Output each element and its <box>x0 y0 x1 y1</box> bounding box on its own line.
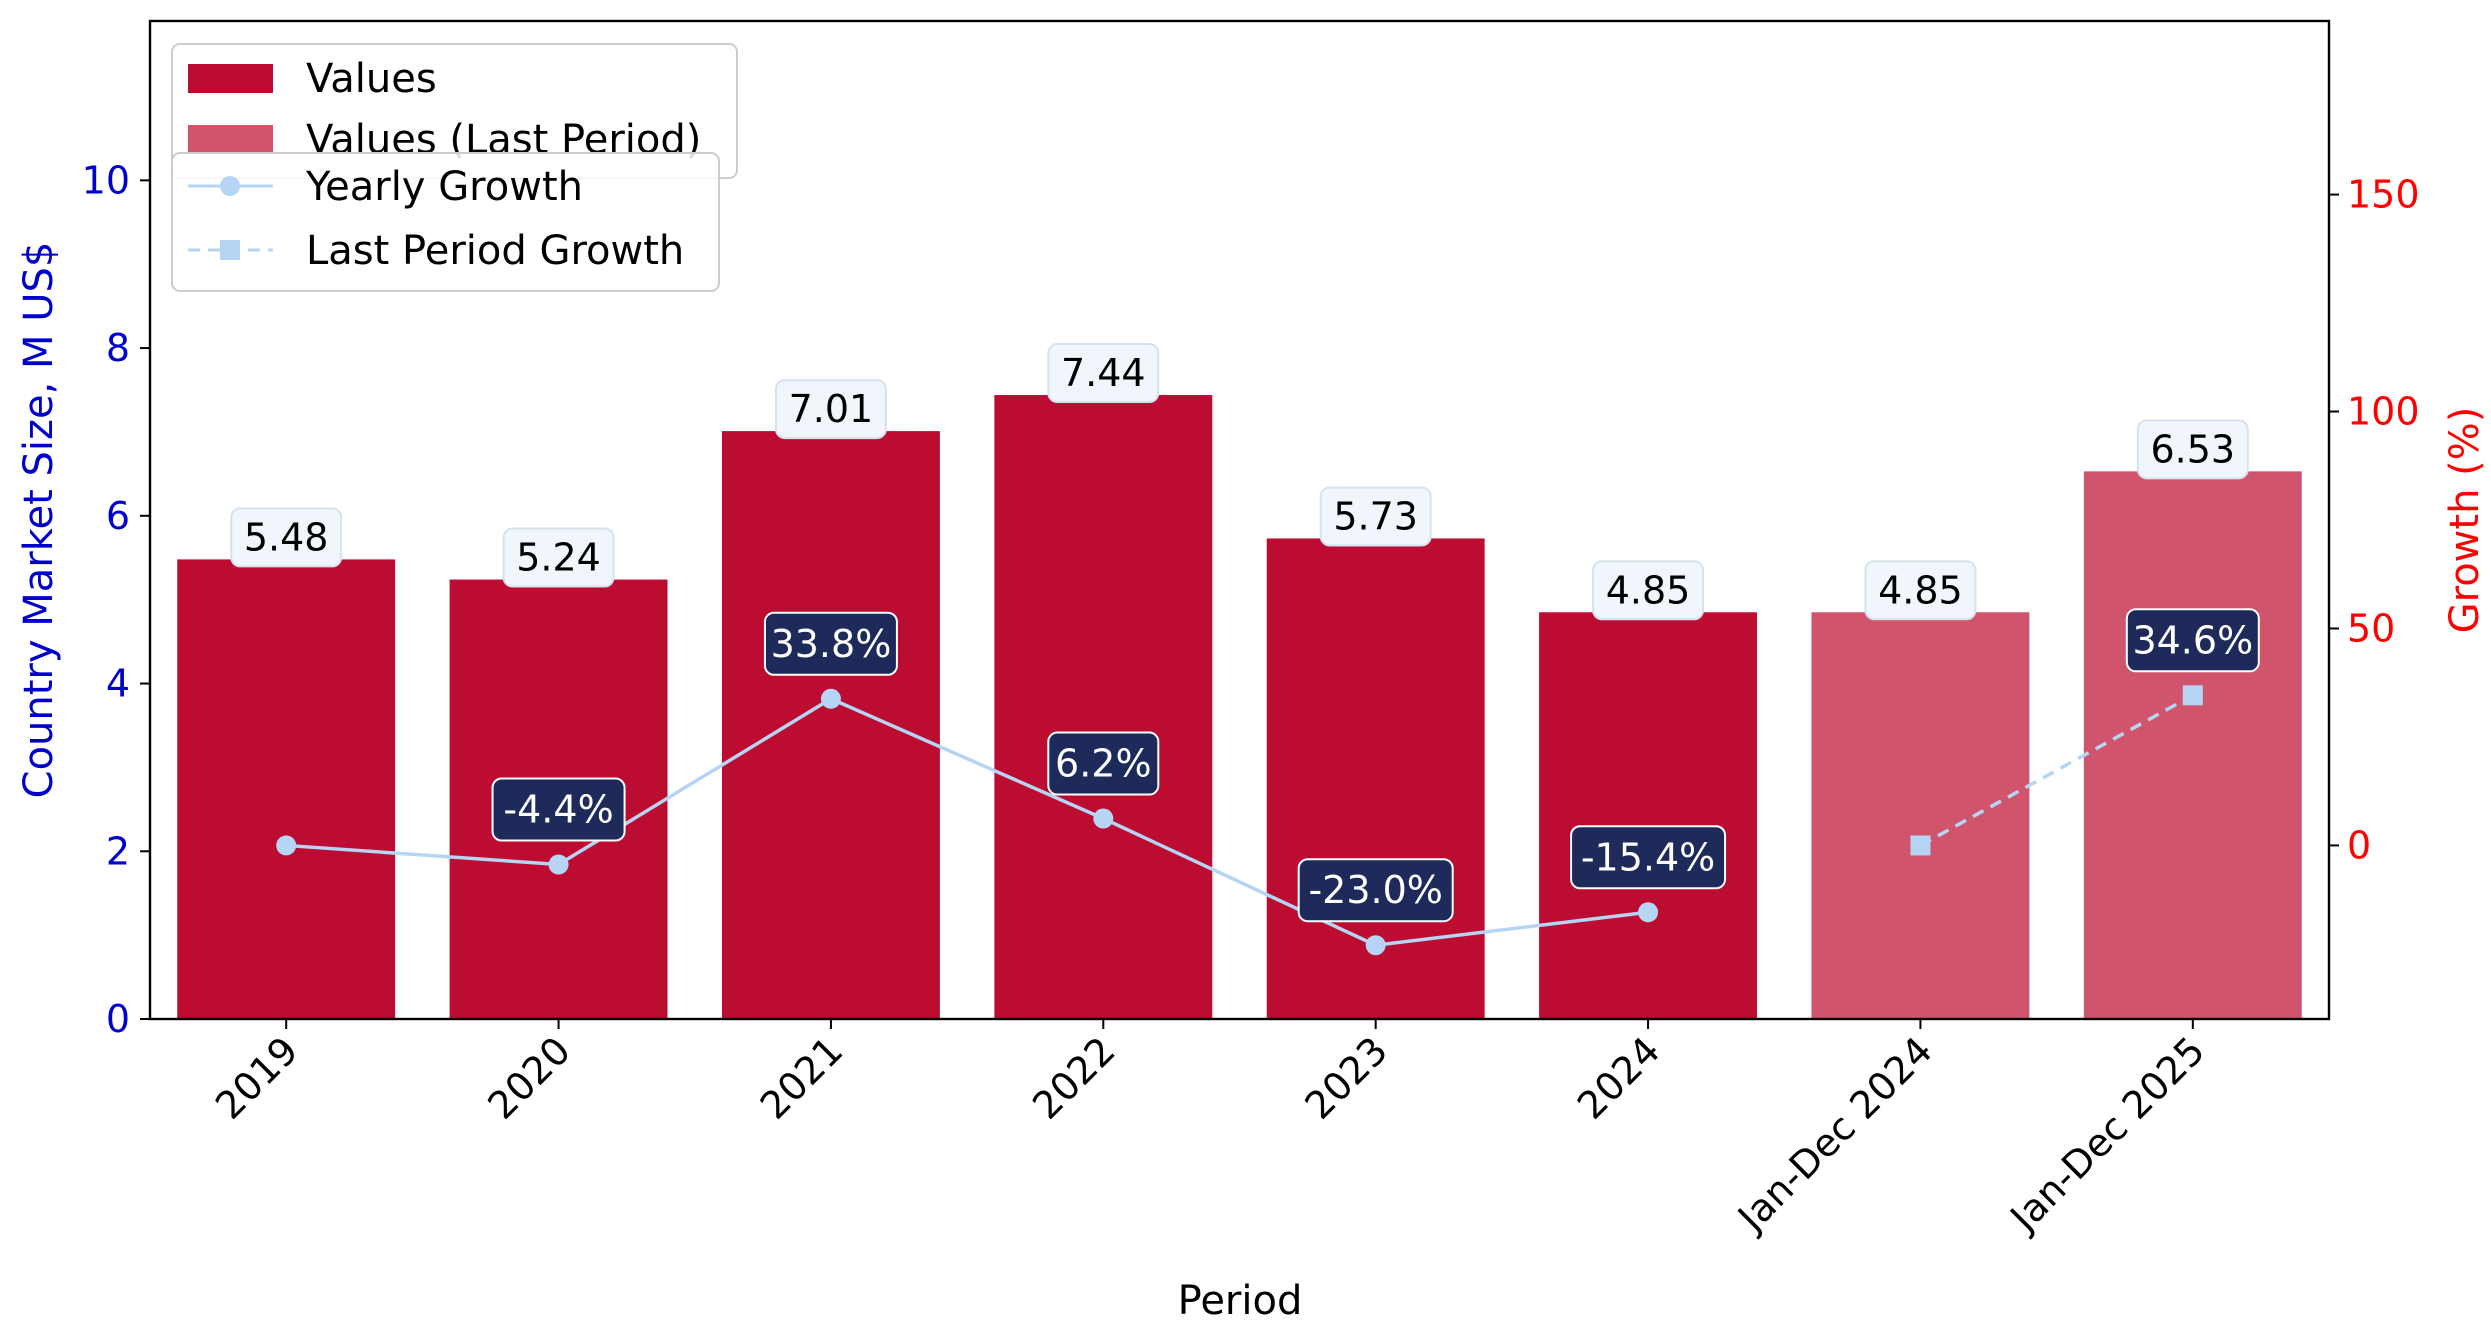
y-axis-tick-label: 0 <box>106 997 130 1041</box>
growth-value-label-text: 33.8% <box>771 622 892 666</box>
bar-value-label-box <box>1864 560 1977 621</box>
x-axis-tick-label: Jan-Dec 2025 <box>2001 1028 2214 1241</box>
bar-value-label-box <box>1319 486 1432 547</box>
x-axis-tick-label: 2023 <box>1297 1028 1397 1128</box>
yearly-growth-line <box>286 696 1649 948</box>
legend-swatch-values <box>188 64 273 93</box>
x-axis-tick-label: Jan-Dec 2024 <box>1728 1028 1941 1241</box>
legend-marker-last-period-growth <box>220 240 240 260</box>
growth-value-label: -23.0% <box>1297 858 1454 923</box>
x-axis-tick-label: 2024 <box>1569 1028 1669 1128</box>
yearly-growth-point <box>548 854 569 875</box>
plot-frame <box>148 19 2331 1021</box>
growth-value-label-box <box>1570 825 1727 890</box>
bar-value-label-box <box>502 527 615 588</box>
bar-value-label-text: 7.01 <box>789 387 874 431</box>
legend-lines: Yearly Growth Last Period Growth <box>171 152 720 292</box>
bar-value-label-text: 5.73 <box>1333 494 1418 538</box>
growth-value-label-box <box>763 611 898 676</box>
bar-value <box>1539 612 1758 1019</box>
y-axis-tick-label: 8 <box>106 326 130 370</box>
bar-value-label: 7.44 <box>1047 343 1160 404</box>
bar-value-label-text: 6.53 <box>2151 427 2236 471</box>
bar-last-period-value <box>1811 612 2030 1019</box>
growth-value-label-box <box>491 777 626 842</box>
bar-value-label: 5.24 <box>502 527 615 588</box>
growth-value-label: 6.2% <box>1047 731 1160 796</box>
bar-value-label: 6.53 <box>2136 419 2249 480</box>
growth-value-label-text: -15.4% <box>1581 835 1715 879</box>
bar-value-label-box <box>1592 560 1705 621</box>
x-axis-title: Period <box>1178 1278 1303 1324</box>
bar-value-label: 4.85 <box>1864 560 1977 621</box>
last-period-growth-point <box>1910 835 1931 856</box>
growth-value-label: 34.6% <box>2125 608 2260 673</box>
x-axis-tick-label: 2019 <box>207 1028 307 1128</box>
growth-value-label-text: -4.4% <box>503 788 613 832</box>
growth-value-label-text: 6.2% <box>1055 742 1152 786</box>
bar-value <box>177 559 396 1019</box>
bar-value-label: 5.48 <box>230 507 343 568</box>
bar-value <box>994 395 1213 1019</box>
x-axis-tick-label: 2022 <box>1024 1028 1124 1128</box>
x-axis-tick-label: 2020 <box>479 1028 579 1128</box>
bar-value-label-box <box>1047 343 1160 404</box>
growth-value-label-box <box>2125 608 2260 673</box>
legend-swatch-values-last-period <box>188 125 273 154</box>
bar-value-label: 4.85 <box>1592 560 1705 621</box>
legend-lines-frame <box>171 152 720 292</box>
growth-lines-layer <box>276 685 2203 956</box>
yearly-growth-point <box>1638 902 1659 923</box>
y-axis-right-title: Growth (%) <box>2442 407 2488 634</box>
y-axis-tick-label: 6 <box>106 494 130 538</box>
growth-value-label: -15.4% <box>1570 825 1727 890</box>
bar-value-label-text: 4.85 <box>1606 568 1691 612</box>
y-axis-tick-label: 4 <box>106 662 130 706</box>
bar-value-label: 7.01 <box>774 379 887 440</box>
y-axis-right-tick-label: 50 <box>2347 606 2395 650</box>
y-axis-right-tick-label: 0 <box>2347 823 2371 867</box>
bar-value-label-box <box>230 507 343 568</box>
yearly-growth-point <box>820 688 841 709</box>
growth-value-label-text: 34.6% <box>2132 618 2253 662</box>
yearly-growth-point <box>276 835 297 856</box>
last-period-growth-point <box>2182 685 2203 706</box>
x-axis-tick-label: 2021 <box>752 1028 852 1128</box>
bar-value-label: 5.73 <box>1319 486 1432 547</box>
yearly-growth-point <box>1093 808 1114 829</box>
growth-value-label-box <box>1047 731 1160 796</box>
growth-value-label-box <box>1297 858 1454 923</box>
y-axis-tick-label: 2 <box>106 829 130 873</box>
bar-value-label-box <box>774 379 887 440</box>
bar-value-label-text: 5.24 <box>516 536 601 580</box>
growth-value-label: 33.8% <box>763 611 898 676</box>
bar-value-label-box <box>2136 419 2249 480</box>
bar-value <box>721 431 940 1019</box>
bar-value-label-text: 4.85 <box>1878 568 1963 612</box>
legend-entry-yearly-growth: Yearly Growth <box>305 164 583 210</box>
y-axis-right-tick-label: 150 <box>2347 173 2420 217</box>
growth-value-label-text: -23.0% <box>1308 868 1442 912</box>
y-axis-right-tick-label: 100 <box>2347 390 2420 434</box>
y-axis-tick-label: 10 <box>82 158 130 202</box>
bar-value-label-text: 5.48 <box>244 515 329 559</box>
bar-last-period-value <box>2083 471 2302 1019</box>
data-labels-layer: 5.48 5.24 7.01 7.44 5.73 4.85 4.85 6.53 -4.4% 33.… <box>230 343 2260 923</box>
legend-entry-last-period-growth: Last Period Growth <box>306 228 684 274</box>
last-period-growth-line <box>1919 693 2194 847</box>
yearly-growth-point <box>1365 935 1386 956</box>
growth-value-label: -4.4% <box>491 777 626 842</box>
y-axis-title: Country Market Size, M US$ <box>16 242 62 799</box>
bar-value-label-text: 7.44 <box>1061 351 1146 395</box>
legend-marker-yearly-growth <box>220 176 240 196</box>
bars-layer <box>177 395 2302 1019</box>
legend-entry-values: Values <box>306 56 437 102</box>
